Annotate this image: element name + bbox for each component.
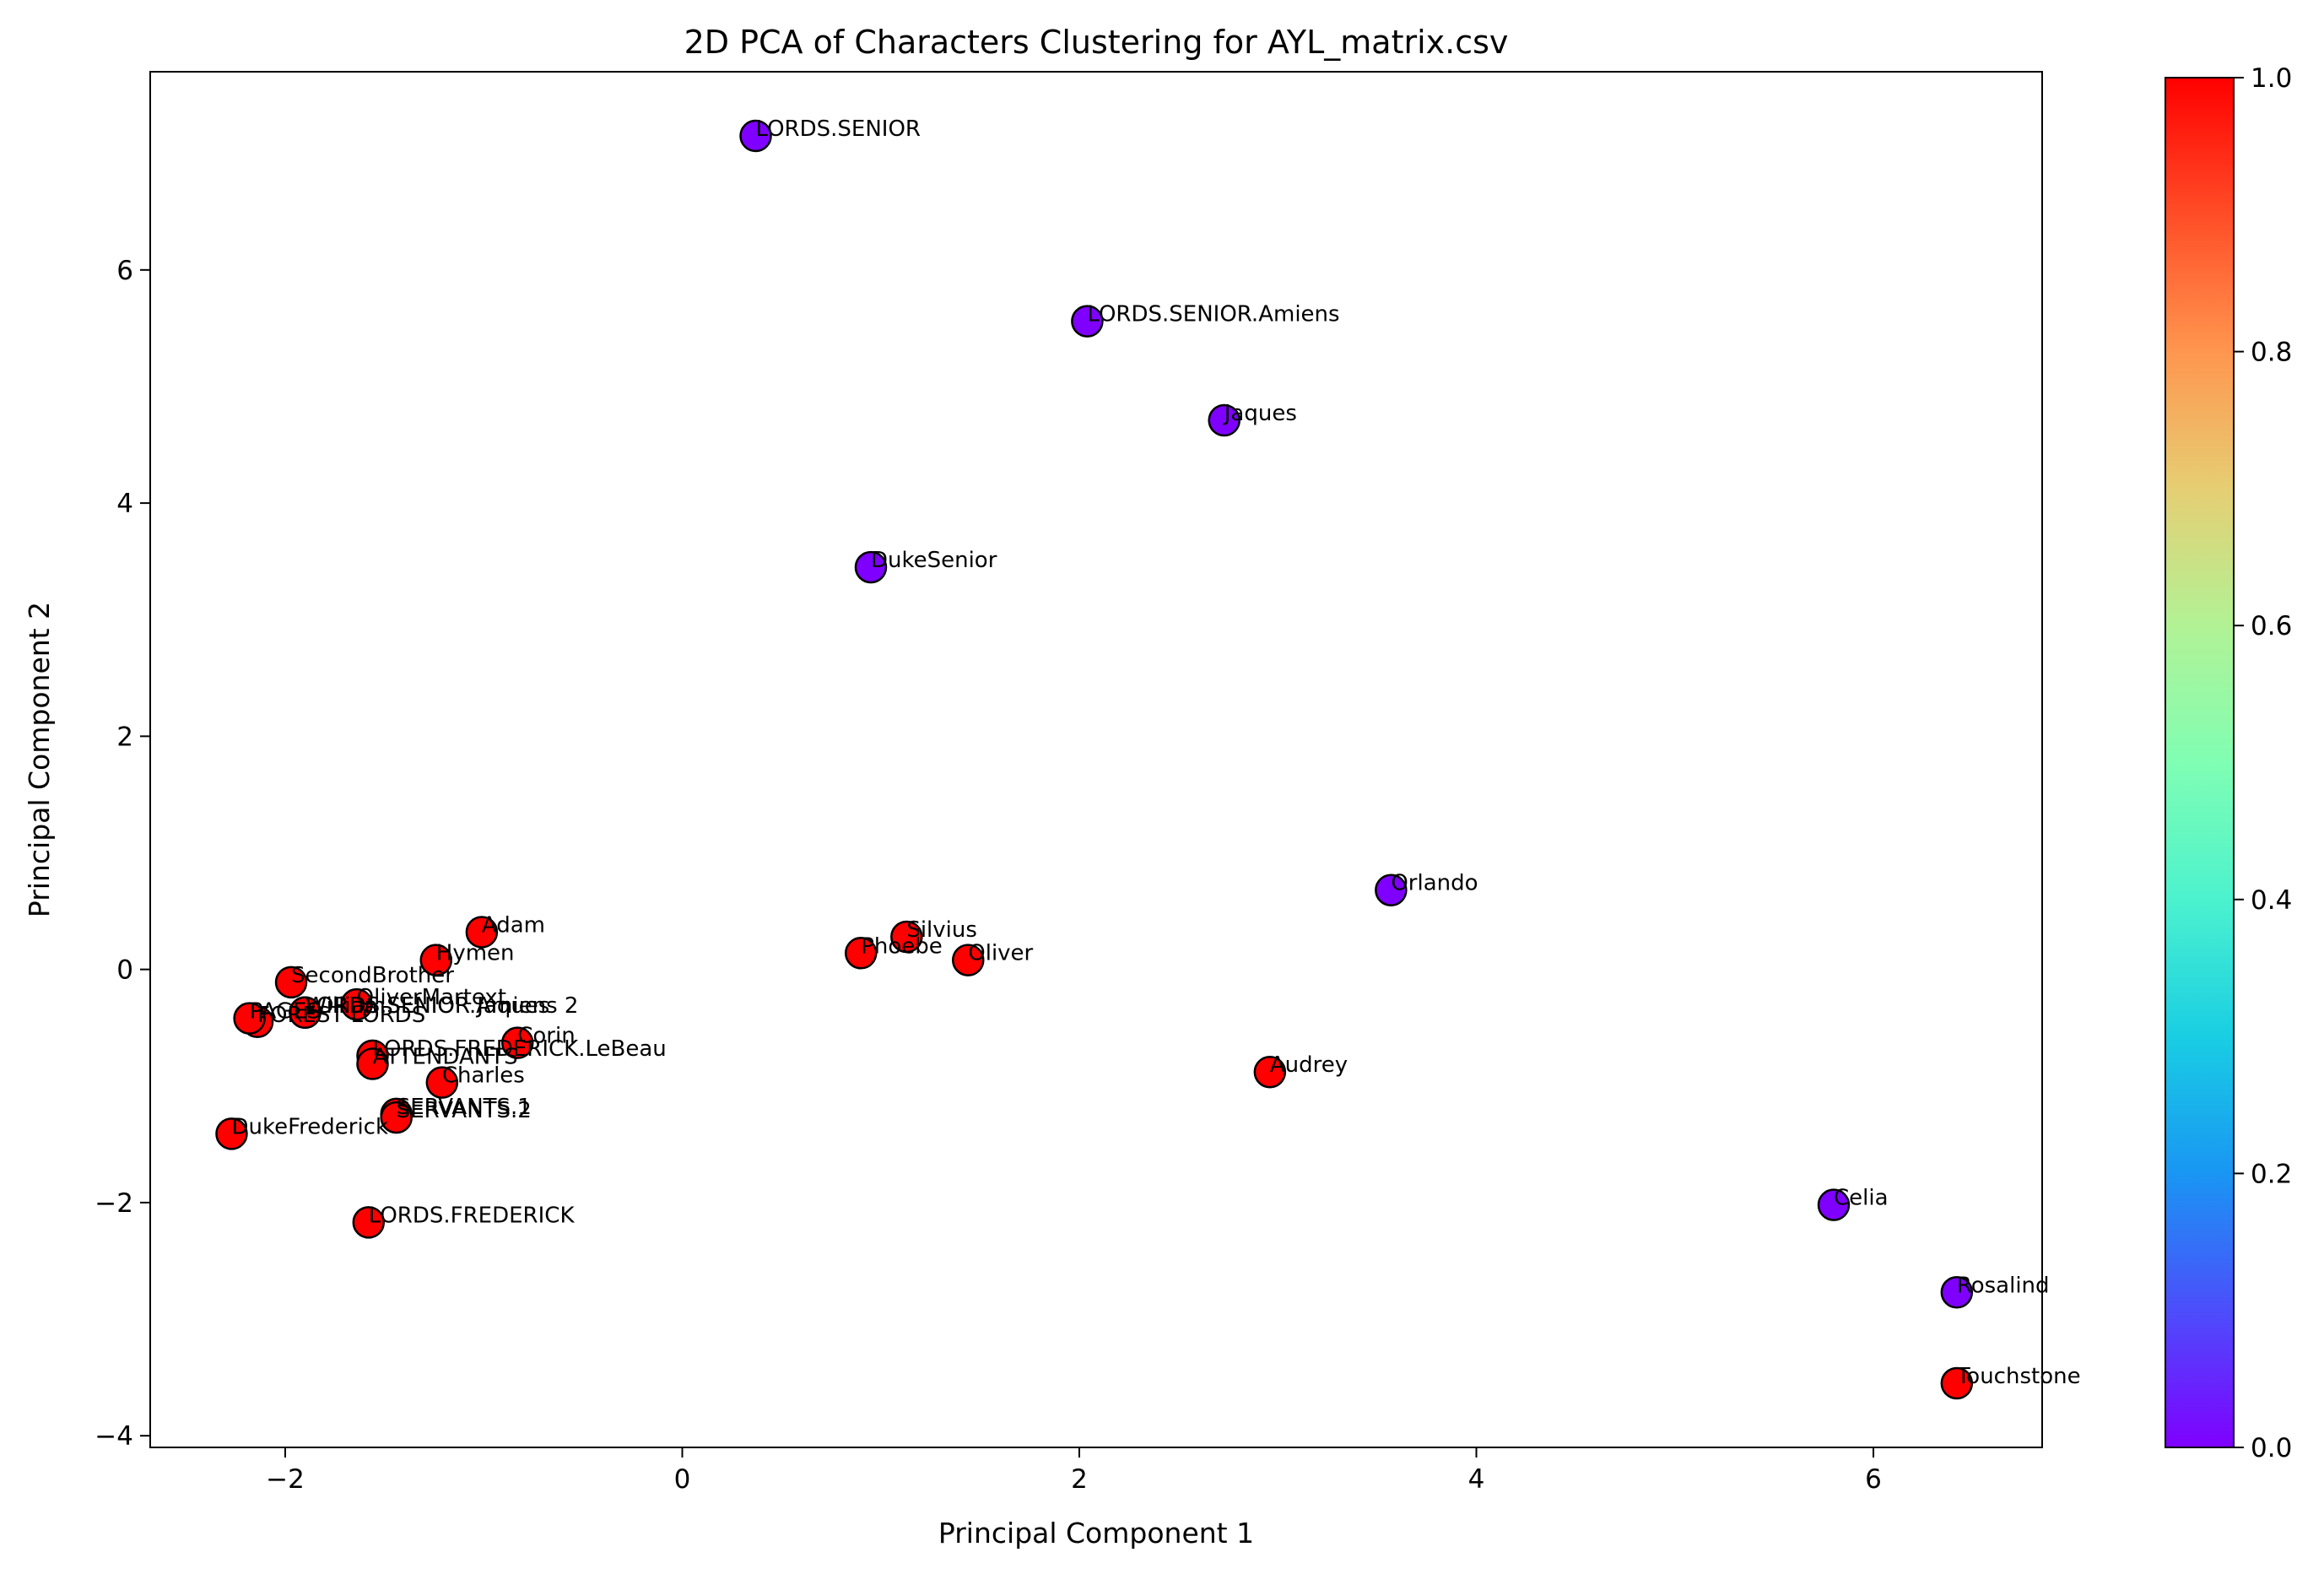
y-tick-label: 0 <box>116 955 133 986</box>
scatter-point <box>1940 1366 1974 1400</box>
colorbar-tick-label: 0.8 <box>2251 338 2292 368</box>
point-label: William <box>305 993 386 1019</box>
y-tick-label: 4 <box>116 489 133 519</box>
scatter-point <box>1253 1055 1287 1089</box>
point-label: Celia <box>1834 1186 1889 1211</box>
point-label: Phoebe <box>861 933 943 959</box>
x-axis-label: Principal Component 1 <box>938 1517 1254 1550</box>
point-label: LORDS.SENIOR <box>756 116 921 142</box>
x-tick-label: 0 <box>674 1464 691 1495</box>
scatter-point <box>340 987 373 1021</box>
scatter-point <box>1940 1276 1974 1309</box>
point-label: Adam <box>482 912 545 938</box>
point-label: Jaques <box>1223 401 1297 426</box>
y-tick-label: −4 <box>95 1421 133 1452</box>
x-tick-label: 4 <box>1468 1464 1485 1495</box>
colorbar-tick-label: 0.6 <box>2251 611 2292 641</box>
points-layer <box>215 119 1974 1400</box>
point-label: SecondBrother <box>291 963 454 988</box>
y-axis-ticks: −4 −2 0 2 4 6 <box>95 256 150 1452</box>
point-label: DukeSenior <box>871 548 997 573</box>
scatter-point <box>352 1206 386 1239</box>
point-label: Oliver <box>968 941 1033 966</box>
y-tick-label: 2 <box>116 722 133 752</box>
point-label: SERVANTS.2 <box>397 1098 532 1123</box>
scatter-point <box>215 1117 248 1150</box>
scatter-point <box>380 1101 413 1134</box>
point-label: Hymen <box>436 941 515 966</box>
scatter-point <box>952 944 985 976</box>
scatter-point <box>356 1047 389 1080</box>
scatter-point <box>500 1026 534 1059</box>
x-tick-label: 6 <box>1865 1464 1882 1495</box>
point-label: Charles <box>442 1063 525 1089</box>
point-label: LORDS.FREDERICK.LeBeau <box>372 1036 666 1062</box>
plot-area: LORDS.SENIOR LORDS.SENIOR.Amiens Jaques Duk… <box>95 71 2081 1495</box>
colorbar-tick-label: 0.2 <box>2251 1159 2292 1189</box>
point-label: SERVANTS.1 <box>397 1095 532 1120</box>
x-axis-ticks: −2 0 2 4 6 <box>266 1447 1882 1495</box>
scatter-point <box>1208 403 1240 437</box>
point-label: OliverMartext <box>357 985 506 1010</box>
point-label: Silvius <box>906 917 977 943</box>
point-label: Rosalind <box>1957 1273 2050 1298</box>
scatter-point <box>465 916 499 949</box>
scatter-point <box>1375 874 1408 906</box>
plot-frame <box>149 71 2043 1448</box>
scatter-point <box>419 944 453 976</box>
point-label: LORDS.FREDERICK <box>369 1203 576 1228</box>
point-label: Audrey <box>1270 1052 1348 1078</box>
point-label: Touchstone <box>1956 1364 2081 1389</box>
scatter-point <box>890 920 923 954</box>
colorbar-tick-label: 0.4 <box>2251 885 2292 916</box>
colorbar: 0.0 0.2 0.4 0.6 0.8 1.0 <box>2165 63 2292 1463</box>
colorbar-gradient <box>2165 78 2234 1447</box>
point-label: DukeFrederick <box>231 1114 388 1139</box>
point-label: Corin <box>517 1024 575 1049</box>
point-label: LORDS.SENIOR Jaques <box>305 993 550 1019</box>
scatter-point <box>289 996 322 1030</box>
colorbar-frame <box>2165 77 2235 1448</box>
colorbar-tick-label: 0.0 <box>2251 1433 2292 1463</box>
chart-title: 2D PCA of Characters Clustering for AYL_… <box>684 24 1509 61</box>
point-label: ATTENDANTS <box>372 1045 517 1070</box>
scatter-point <box>274 965 308 999</box>
scatter-point <box>233 1002 266 1035</box>
y-tick-label: −2 <box>95 1188 133 1219</box>
scatter-point <box>844 937 878 970</box>
x-tick-label: −2 <box>266 1464 305 1495</box>
scatter-point <box>1071 305 1104 338</box>
colorbar-tick-label: 1.0 <box>2251 63 2292 94</box>
scatter-point <box>854 550 888 584</box>
scatter-point <box>739 119 772 153</box>
point-label: LORDS.SENIOR.Amiens <box>1087 302 1339 327</box>
point-labels-layer: LORDS.SENIOR LORDS.SENIOR.Amiens Jaques Duk… <box>231 116 2080 1389</box>
point-label: LORDS.SENIOR.Amiens 2 <box>305 993 579 1019</box>
point-label: FOREST LORDS <box>257 1003 425 1028</box>
scatter-point <box>1817 1188 1851 1221</box>
y-tick-label: 6 <box>116 256 133 286</box>
point-label: Orlando <box>1391 871 1478 896</box>
point-label: PAGES <box>250 999 321 1025</box>
scatter-point <box>425 1066 459 1099</box>
x-tick-label: 2 <box>1071 1464 1088 1495</box>
y-axis-label: Principal Component 2 <box>23 602 56 917</box>
colorbar-ticks: 0.0 0.2 0.4 0.6 0.8 1.0 <box>2234 63 2292 1463</box>
